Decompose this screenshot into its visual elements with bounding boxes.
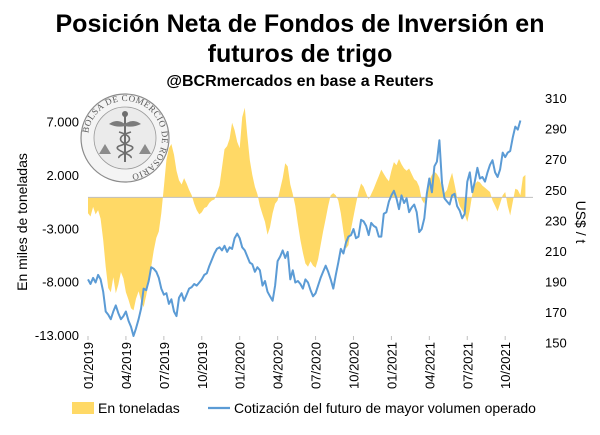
right-tick-label: 150 [545, 336, 567, 351]
plot-area [87, 107, 533, 337]
right-tick-label: 170 [545, 305, 567, 320]
x-tick-label: 10/2021 [498, 342, 513, 389]
legend-label-area: En toneladas [98, 400, 180, 416]
x-tick-label: 04/2020 [271, 342, 286, 389]
chart-title-line1: Posición Neta de Fondos de Inversión en [56, 10, 545, 38]
x-tick-label: 07/2021 [460, 342, 475, 389]
x-tick-label: 01/2020 [233, 342, 248, 389]
legend-label-line: Cotización del futuro de mayor volumen o… [234, 400, 536, 416]
left-tick-label: 2.000 [46, 168, 79, 183]
right-tick-label: 270 [545, 152, 567, 167]
left-tick-label: -8.000 [42, 275, 79, 290]
x-tick-label: 07/2019 [157, 342, 172, 389]
legend: En toneladas Cotización del futuro de ma… [72, 400, 536, 416]
left-tick-label: -3.000 [42, 221, 79, 236]
right-axis-title: US$ / t [573, 201, 589, 244]
bolsa-rosario-seal-logo: BOLSA DE COMERCIO DE ROSARIO [80, 93, 170, 183]
right-tick-label: 230 [545, 213, 567, 228]
x-tick-label: 07/2020 [309, 342, 324, 389]
left-tick-label: -13.000 [35, 328, 79, 343]
x-tick-label: 01/2019 [81, 342, 96, 389]
right-tick-label: 190 [545, 274, 567, 289]
right-tick-label: 210 [545, 244, 567, 259]
right-tick-label: 290 [545, 122, 567, 137]
x-tick-label: 04/2019 [119, 342, 134, 389]
axes: 7.000 2.000 -3.000 -8.000 -13.000 310 290 270 25… [35, 91, 567, 389]
x-tick-label: 01/2021 [384, 342, 399, 389]
legend-swatch-area [72, 402, 94, 414]
left-tick-label: 7.000 [46, 115, 79, 130]
chart-subtitle: @BCRmercados en base a Reuters [166, 73, 433, 90]
x-tick-label: 10/2019 [195, 342, 210, 389]
right-tick-label: 250 [545, 183, 567, 198]
x-tick-label: 10/2020 [347, 342, 362, 389]
left-axis-title: En miles de toneladas [14, 153, 30, 291]
series-area-toneladas [88, 107, 526, 311]
series-line-cotizacion [87, 120, 522, 337]
chart-title-line2: futuros de trigo [208, 40, 393, 68]
x-tick-label: 04/2021 [422, 342, 437, 389]
right-tick-label: 310 [545, 91, 567, 106]
